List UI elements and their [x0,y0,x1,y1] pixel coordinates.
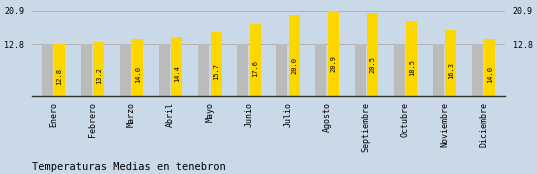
Bar [445,30,456,96]
Text: 14.0: 14.0 [487,66,493,83]
Text: 20.9: 20.9 [330,55,337,72]
Bar [211,32,222,96]
Bar [237,44,248,96]
Bar [250,24,260,96]
Text: 17.6: 17.6 [252,60,258,77]
Text: Temperaturas Medias en tenebron: Temperaturas Medias en tenebron [32,162,226,172]
Bar [472,44,483,96]
Text: 16.3: 16.3 [448,62,454,80]
Text: 14.4: 14.4 [174,65,180,82]
Bar [277,44,287,96]
Text: 18.5: 18.5 [409,59,415,76]
Text: 14.0: 14.0 [135,66,141,83]
Bar [171,37,183,96]
Bar [328,11,339,96]
Bar [406,21,417,96]
Bar [289,15,300,96]
Bar [120,44,131,96]
Bar [159,44,170,96]
Bar [367,13,378,96]
Bar [394,44,405,96]
Bar [484,39,496,96]
Bar [41,44,53,96]
Bar [354,44,366,96]
Text: 13.2: 13.2 [96,67,101,84]
Bar [81,44,92,96]
Bar [54,44,65,96]
Bar [132,39,143,96]
Text: 20.5: 20.5 [369,56,375,73]
Bar [315,44,326,96]
Text: 12.8: 12.8 [56,68,63,85]
Bar [93,42,104,96]
Text: 15.7: 15.7 [213,63,219,80]
Bar [433,44,444,96]
Text: 20.0: 20.0 [291,57,297,74]
Bar [198,44,209,96]
